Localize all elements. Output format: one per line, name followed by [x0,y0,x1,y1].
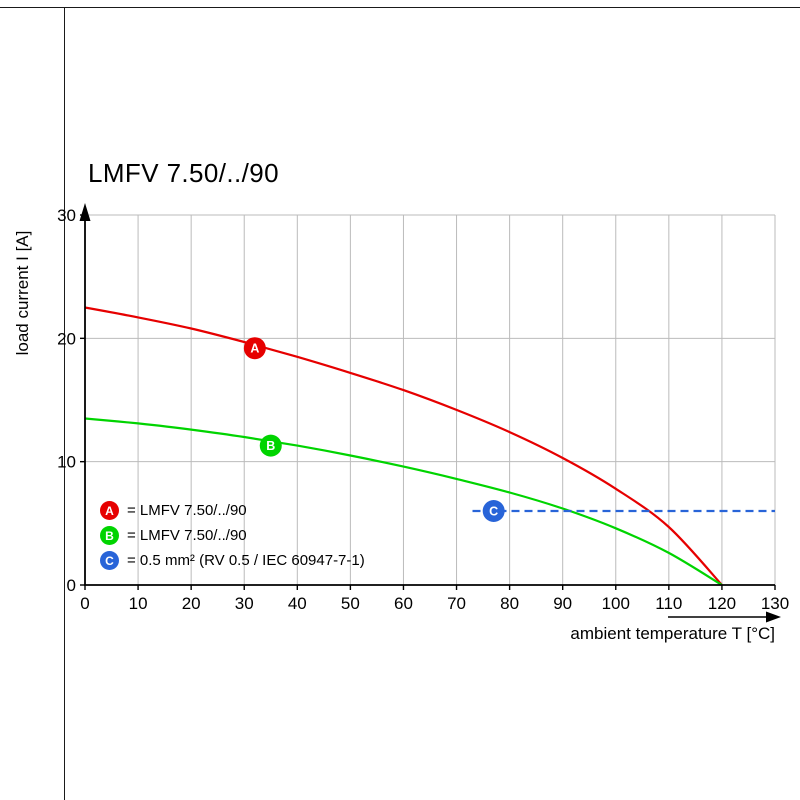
legend-label-b: = LMFV 7.50/../90 [127,527,247,544]
svg-text:B: B [266,439,275,453]
x-tick-label: 60 [394,594,413,613]
page-frame-top-line [0,7,800,8]
y-axis-label: load current I [A] [13,230,32,356]
page-frame-left-line [64,7,65,800]
svg-text:C: C [489,505,498,519]
marker-a: A [243,337,266,360]
y-tick-label: 0 [67,576,76,595]
svg-text:A: A [250,342,259,356]
x-tick-label: 130 [761,594,789,613]
tick-marks [80,214,776,590]
y-tick-label: 30 [57,206,76,225]
marker-c: C [482,500,505,522]
y-tick-label: 10 [57,453,76,472]
series-a-marker-icon: A [100,501,119,520]
x-tick-label: 30 [235,594,254,613]
y-axis-arrow-icon [79,203,91,221]
legend-label-a: = LMFV 7.50/../90 [127,502,247,519]
curve-b [85,417,723,585]
tick-labels: 0 10 20 30 40 50 60 70 80 90 100 110 120 130 0 10 20 30 [57,206,789,613]
x-axis-direction-arrow-icon [668,611,781,623]
curve-a [85,306,723,585]
series-b-marker-icon: B [100,526,119,545]
x-tick-label: 80 [500,594,519,613]
x-tick-label: 40 [288,594,307,613]
x-tick-label: 20 [182,594,201,613]
x-tick-label: 0 [80,594,89,613]
x-tick-label: 100 [602,594,630,613]
gridlines [85,214,776,585]
marker-b: B [259,434,282,457]
x-axis-label: ambient temperature T [°C] [570,624,775,643]
y-tick-label: 20 [57,329,76,348]
chart-legend: A = LMFV 7.50/../90 B = LMFV 7.50/../90 … [100,501,365,570]
x-tick-label: 120 [708,594,736,613]
legend-item-c: C = 0.5 mm² (RV 0.5 / IEC 60947-7-1) [100,551,365,570]
legend-item-a: A = LMFV 7.50/../90 [100,501,365,520]
x-tick-label: 90 [553,594,572,613]
legend-label-c: = 0.5 mm² (RV 0.5 / IEC 60947-7-1) [127,552,365,569]
axes [79,203,775,586]
legend-item-b: B = LMFV 7.50/../90 [100,526,365,545]
x-tick-label: 70 [447,594,466,613]
x-tick-label: 10 [129,594,148,613]
chart-title: LMFV 7.50/../90 [88,158,279,188]
series-c-marker-icon: C [100,551,119,570]
x-tick-label: 110 [655,594,682,613]
x-tick-label: 50 [341,594,360,613]
